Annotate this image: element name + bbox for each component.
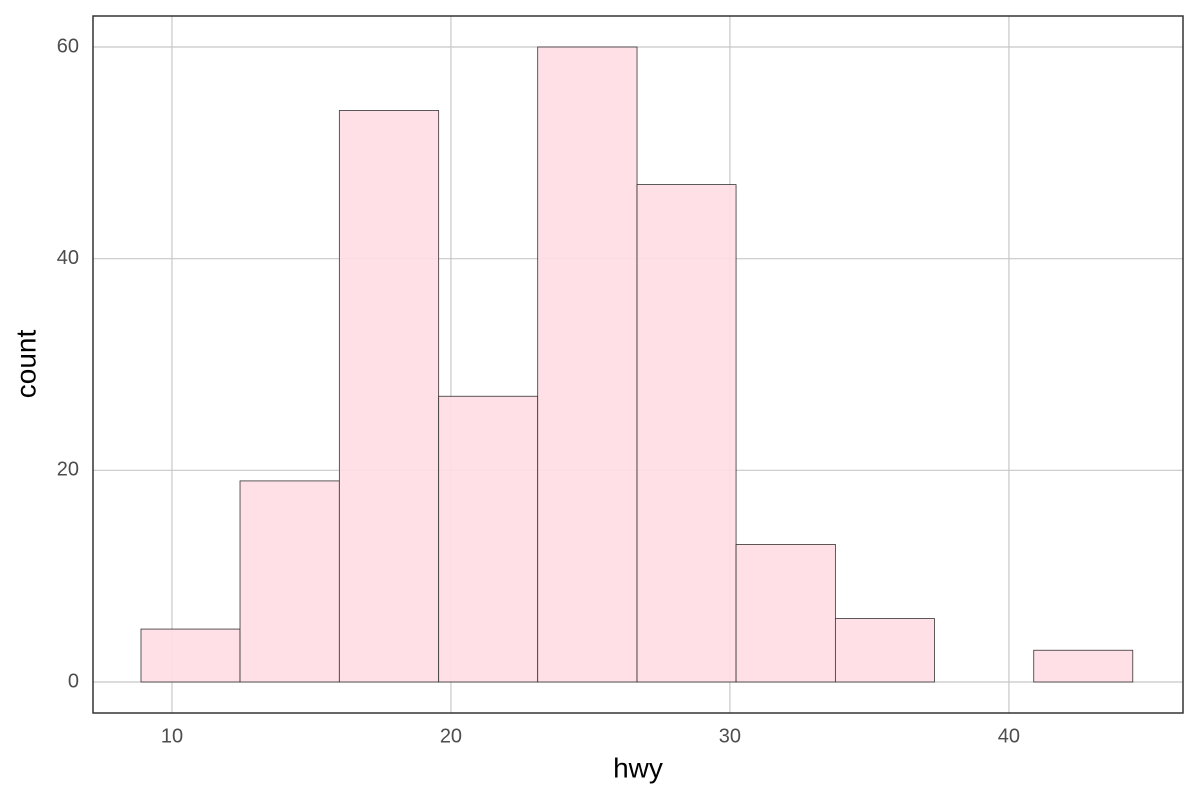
x-tick-label: 10	[161, 725, 183, 747]
x-tick-label: 20	[440, 725, 462, 747]
bar	[239, 480, 340, 683]
plot-border	[92, 15, 1184, 714]
x-tick-label: 40	[998, 725, 1020, 747]
bar	[834, 618, 935, 683]
bar	[338, 110, 440, 683]
x-tick-label: 30	[719, 725, 741, 747]
y-tick-label: 0	[68, 670, 79, 692]
bar	[438, 395, 539, 683]
y-tick-label: 40	[57, 247, 79, 269]
bar	[140, 628, 241, 683]
x-axis-title: hwy	[613, 752, 663, 783]
bar	[1033, 649, 1134, 683]
y-axis-title: count	[10, 330, 41, 399]
bar	[735, 544, 836, 683]
bar	[636, 184, 737, 683]
bar	[537, 46, 638, 683]
y-tick-label: 20	[57, 459, 79, 481]
y-tick-label: 60	[57, 35, 79, 57]
